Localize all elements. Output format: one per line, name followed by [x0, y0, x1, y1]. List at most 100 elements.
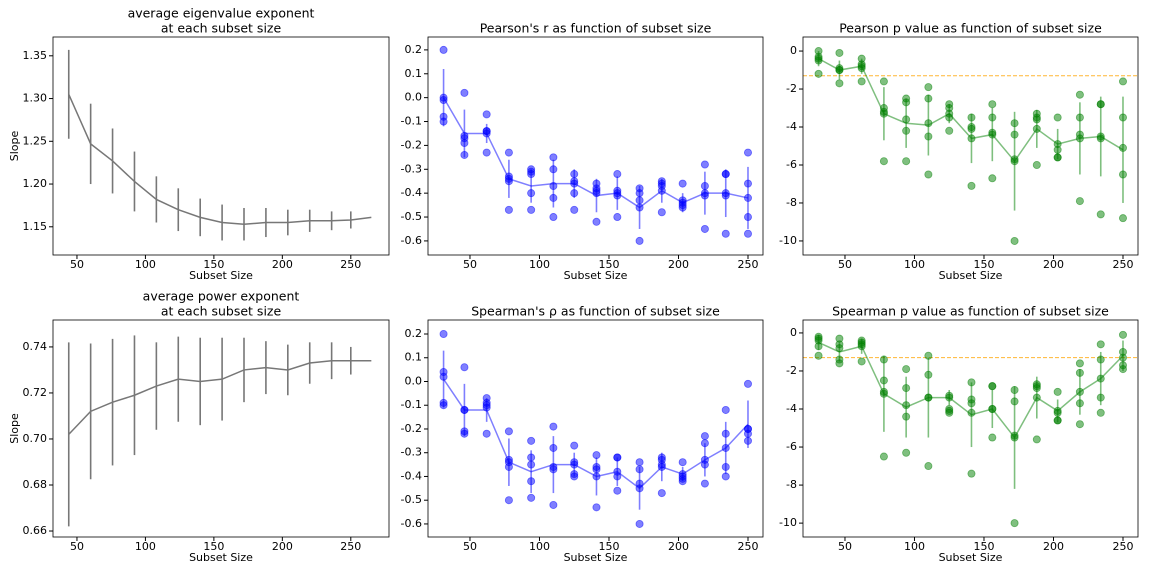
sample-point: [902, 384, 911, 393]
sample-point: [1075, 134, 1084, 143]
sample-point: [635, 519, 644, 528]
y-axis-label: Slope: [8, 413, 21, 444]
sample-point: [967, 399, 976, 408]
sample-point: [945, 109, 954, 118]
sample-point: [527, 189, 536, 198]
sample-point: [678, 477, 687, 486]
x-tick-label: 50: [838, 540, 852, 553]
subplot-title: Spearman's ρ as function of subset size: [471, 304, 720, 319]
sample-point: [549, 213, 558, 222]
x-tick-label: 250: [1112, 258, 1133, 271]
sample-point: [1032, 393, 1041, 402]
sample-point: [570, 441, 579, 450]
sample-point: [879, 452, 888, 461]
sample-point: [967, 113, 976, 122]
sample-point: [1118, 77, 1127, 86]
sample-point: [678, 179, 687, 188]
y-tick-label: 0.2: [405, 327, 423, 340]
sample-point: [814, 342, 823, 351]
y-tick-label: -4: [786, 402, 797, 415]
x-tick-label: 100: [904, 258, 925, 271]
sample-point: [924, 83, 933, 92]
sample-point: [1118, 347, 1127, 356]
sample-point: [967, 378, 976, 387]
x-tick-label: 250: [737, 540, 758, 553]
sample-point: [902, 98, 911, 107]
sample-point: [613, 213, 622, 222]
sample-point: [835, 79, 844, 88]
x-tick-label: 150: [598, 540, 619, 553]
y-tick-label: -0.5: [401, 210, 422, 223]
sample-point: [678, 470, 687, 479]
x-axis-label: Subset Size: [189, 551, 253, 564]
sample-point: [743, 424, 752, 433]
x-tick-label: 100: [904, 540, 925, 553]
sample-point: [721, 229, 730, 238]
sample-point: [835, 359, 844, 368]
sample-point: [1010, 433, 1019, 442]
sample-point: [1075, 113, 1084, 122]
sample-point: [527, 493, 536, 502]
sample-point: [1118, 113, 1127, 122]
sample-point: [1075, 197, 1084, 206]
sample-point: [657, 489, 666, 498]
sample-point: [721, 405, 730, 414]
y-tick-label: 0.2: [405, 43, 423, 56]
sample-point: [1010, 519, 1019, 528]
y-tick-label: 0.74: [23, 340, 48, 353]
sample-point: [657, 460, 666, 469]
sample-point: [527, 205, 536, 214]
sample-point: [592, 217, 601, 226]
y-tick-label: 1.35: [23, 49, 48, 62]
y-tick-label: -6: [786, 440, 797, 453]
sample-point: [482, 398, 491, 407]
sample-point: [504, 148, 513, 157]
sample-point: [814, 351, 823, 360]
sample-point: [988, 130, 997, 139]
x-tick-label: 150: [973, 540, 994, 553]
sample-point: [1075, 368, 1084, 377]
sample-point: [835, 344, 844, 353]
sample-point: [1096, 100, 1105, 109]
sample-point: [1053, 416, 1062, 425]
sample-point: [460, 429, 469, 438]
y-tick-label: -10: [779, 234, 797, 247]
x-tick-label: 200: [272, 258, 293, 271]
sample-point: [988, 174, 997, 183]
sample-point: [1096, 210, 1105, 219]
y-tick-label: -0.6: [401, 234, 422, 247]
sample-point: [857, 357, 866, 366]
sample-point: [988, 113, 997, 122]
sample-point: [460, 139, 469, 148]
y-tick-label: -0.3: [401, 446, 422, 459]
sample-point: [721, 462, 730, 471]
sample-point: [1053, 140, 1062, 149]
sample-point: [592, 451, 601, 460]
sample-point: [635, 236, 644, 245]
x-tick-label: 150: [203, 540, 224, 553]
subplot: Spearman p value as function of subset s…: [779, 304, 1139, 564]
y-tick-label: 0: [790, 44, 797, 57]
subplot-title: average eigenvalue exponent: [128, 6, 315, 21]
sample-point: [700, 160, 709, 169]
subplot: Pearson p value as function of subset si…: [779, 21, 1139, 282]
y-tick-label: 0.68: [23, 478, 48, 491]
sample-point: [700, 189, 709, 198]
sample-point: [439, 45, 448, 54]
sample-point: [482, 110, 491, 119]
axes-frame: [427, 36, 764, 256]
sample-point: [967, 124, 976, 133]
sample-point: [1032, 435, 1041, 444]
y-tick-label: -10: [779, 516, 797, 529]
sample-point: [879, 107, 888, 116]
sample-point: [549, 193, 558, 202]
sample-point: [570, 472, 579, 481]
x-tick-label: 200: [668, 258, 689, 271]
sample-point: [1118, 330, 1127, 339]
subplot-title: at each subset size: [161, 304, 282, 319]
sample-point: [1118, 365, 1127, 374]
sample-point: [1096, 340, 1105, 349]
y-tick-label: 0.70: [23, 432, 48, 445]
x-tick-label: 50: [838, 258, 852, 271]
